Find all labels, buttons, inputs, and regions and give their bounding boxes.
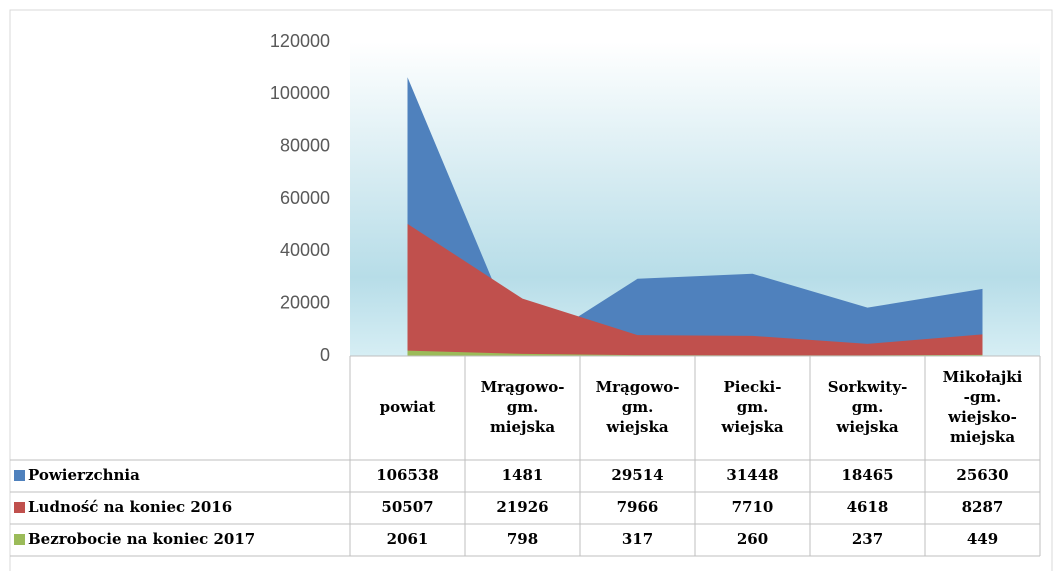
table-value: 317 xyxy=(622,530,653,548)
y-tick-label: 60000 xyxy=(280,188,330,208)
legend-marker xyxy=(14,470,25,481)
x-tick-label: gm. xyxy=(507,398,539,416)
x-tick-label: wiejska xyxy=(720,418,783,436)
y-tick-label: 0 xyxy=(320,345,330,365)
area xyxy=(407,223,983,356)
y-tick-label: 120000 xyxy=(270,31,330,51)
table-value: 7966 xyxy=(617,498,659,516)
x-tick-label: wiejska xyxy=(835,418,898,436)
x-tick-label: gm. xyxy=(622,398,654,416)
x-tick-label: Sorkwity- xyxy=(828,378,908,396)
x-tick-label: wiejsko- xyxy=(947,408,1017,426)
x-tick-label: Mrągowo- xyxy=(481,378,565,396)
x-tick-label: -gm. xyxy=(964,388,1002,406)
legend-label: Bezrobocie na koniec 2017 xyxy=(28,530,255,548)
table-value: 21926 xyxy=(496,498,548,516)
legend-marker xyxy=(14,534,25,545)
y-tick-label: 80000 xyxy=(280,135,330,155)
x-tick-label: Piecki- xyxy=(724,378,782,396)
table-value: 237 xyxy=(852,530,883,548)
legend-label: Ludność na koniec 2016 xyxy=(28,498,232,516)
table-value: 106538 xyxy=(376,466,439,484)
x-tick-label: gm. xyxy=(852,398,884,416)
table-value: 260 xyxy=(737,530,768,548)
table-value: 798 xyxy=(507,530,538,548)
table-value: 50507 xyxy=(381,498,433,516)
x-tick-label: miejska xyxy=(490,418,555,436)
x-tick-label: miejska xyxy=(950,428,1015,446)
legend-label: Powierzchnia xyxy=(28,466,140,484)
table-value: 449 xyxy=(967,530,998,548)
legend-marker xyxy=(14,502,25,513)
y-tick-label: 40000 xyxy=(280,240,330,260)
table-value: 1481 xyxy=(502,466,544,484)
x-tick-label: Mikołajki xyxy=(943,368,1023,386)
x-tick-label: Mrągowo- xyxy=(596,378,680,396)
table-value: 2061 xyxy=(387,530,429,548)
x-tick-label: gm. xyxy=(737,398,769,416)
y-tick-label: 100000 xyxy=(270,83,330,103)
table-value: 25630 xyxy=(956,466,1008,484)
table-value: 29514 xyxy=(611,466,663,484)
table-value: 7710 xyxy=(732,498,774,516)
x-tick-label: wiejska xyxy=(605,418,668,436)
area xyxy=(407,350,983,356)
y-tick-label: 20000 xyxy=(280,292,330,312)
table-value: 4618 xyxy=(847,498,889,516)
table-value: 8287 xyxy=(962,498,1004,516)
table-value: 31448 xyxy=(726,466,778,484)
x-tick-label: powiat xyxy=(380,398,436,416)
table-value: 18465 xyxy=(841,466,893,484)
